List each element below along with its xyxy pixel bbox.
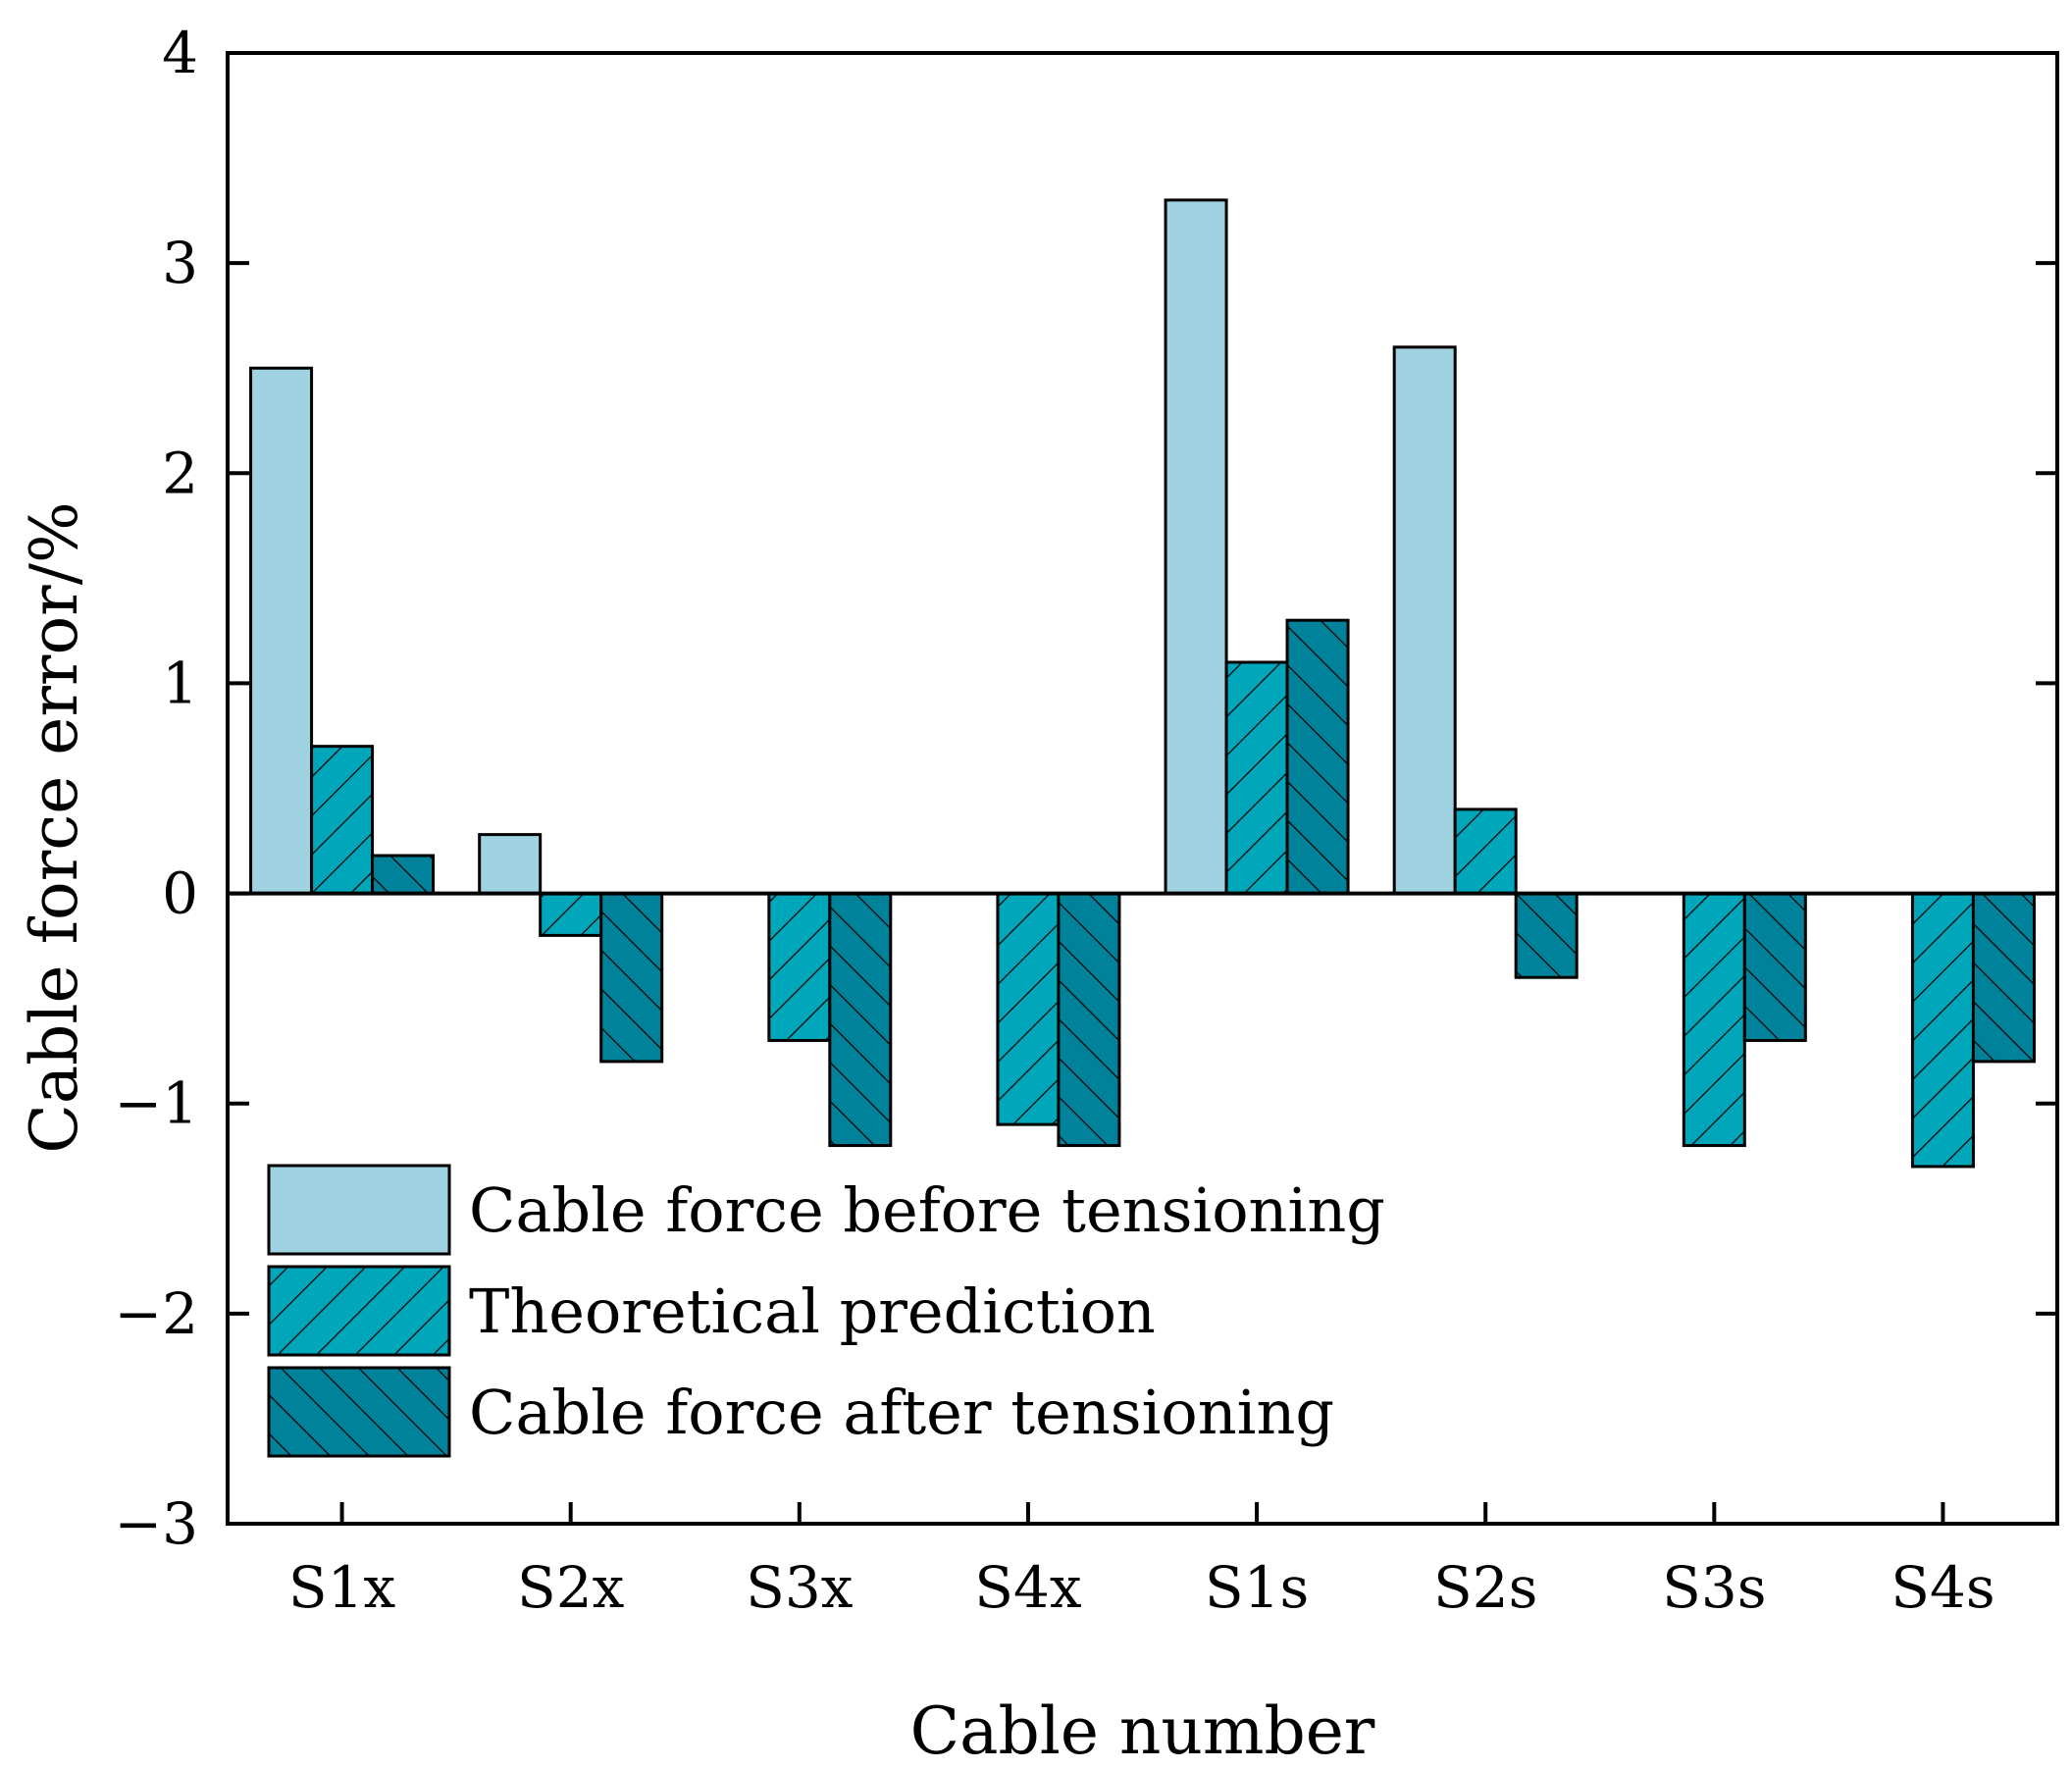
x-tick-label-s1x: S1x bbox=[288, 1554, 395, 1621]
bar-after-s4s bbox=[1971, 892, 2036, 1064]
bar-after-s3s bbox=[1742, 892, 1807, 1042]
bar-before-s2s bbox=[1392, 345, 1457, 896]
legend-label-before-tensioning: Cable force before tensioning bbox=[469, 1174, 1385, 1246]
y-tick-labels: −3 −2 −1 0 1 2 3 4 bbox=[115, 20, 199, 1557]
x-tick-label-s2x: S2x bbox=[517, 1554, 624, 1621]
bar-before-s1x bbox=[249, 366, 314, 896]
bar-prediction-s4s bbox=[1910, 892, 1975, 1169]
x-tick-label-s3x: S3x bbox=[746, 1554, 853, 1621]
bar-after-s2x bbox=[599, 892, 664, 1064]
x-tick-label-s4s: S4s bbox=[1891, 1554, 1994, 1621]
bar-after-s2s bbox=[1514, 892, 1579, 979]
bar-before-s2x bbox=[478, 833, 543, 896]
legend-swatch-before-tensioning bbox=[267, 1164, 451, 1256]
x-tick-label-s3s: S3s bbox=[1662, 1554, 1766, 1621]
y-tick-label: 4 bbox=[162, 20, 198, 86]
bar-before-s1s bbox=[1164, 198, 1228, 896]
x-tick-label-s4x: S4x bbox=[974, 1554, 1081, 1621]
y-tick-label: 0 bbox=[162, 860, 198, 927]
bar-prediction-s2x bbox=[539, 892, 603, 937]
y-tick-label: 1 bbox=[162, 650, 198, 716]
legend-swatch-after-tensioning bbox=[267, 1366, 451, 1458]
bar-prediction-s2s bbox=[1453, 807, 1518, 896]
x-tick-label-s2s: S2s bbox=[1433, 1554, 1537, 1621]
y-tick-label: 3 bbox=[162, 230, 198, 296]
legend-label-theoretical-prediction: Theoretical prediction bbox=[469, 1275, 1156, 1347]
bars-layer bbox=[249, 198, 2036, 1169]
legend: Cable force before tensioning Theoretica… bbox=[267, 1164, 1385, 1458]
bar-prediction-s1s bbox=[1224, 660, 1289, 896]
bar-after-s1s bbox=[1285, 618, 1350, 896]
bar-after-s1x bbox=[371, 854, 436, 896]
y-tick-label: −3 bbox=[115, 1490, 199, 1557]
bar-prediction-s4x bbox=[996, 892, 1061, 1126]
bar-after-s4x bbox=[1057, 892, 1121, 1148]
bar-prediction-s3x bbox=[767, 892, 832, 1042]
y-axis-title: Cable force error/% bbox=[17, 501, 92, 1153]
x-axis-title: Cable number bbox=[910, 1693, 1375, 1769]
y-tick-label: 2 bbox=[162, 440, 198, 506]
legend-label-after-tensioning: Cable force after tensioning bbox=[469, 1377, 1334, 1448]
bar-after-s3x bbox=[828, 892, 893, 1148]
bar-prediction-s1x bbox=[310, 745, 375, 896]
plot-frame bbox=[226, 51, 2059, 1526]
tick-layer bbox=[228, 51, 2057, 1526]
y-tick-label: −2 bbox=[115, 1280, 199, 1347]
x-tick-label-s1s: S1s bbox=[1205, 1554, 1309, 1621]
x-tick-labels: S1x S2x S3x S4x S1s S2s S3s S4s bbox=[288, 1554, 1995, 1621]
bar-prediction-s3s bbox=[1682, 892, 1746, 1148]
legend-swatch-theoretical-prediction bbox=[267, 1265, 451, 1357]
y-tick-label: −1 bbox=[115, 1070, 199, 1137]
